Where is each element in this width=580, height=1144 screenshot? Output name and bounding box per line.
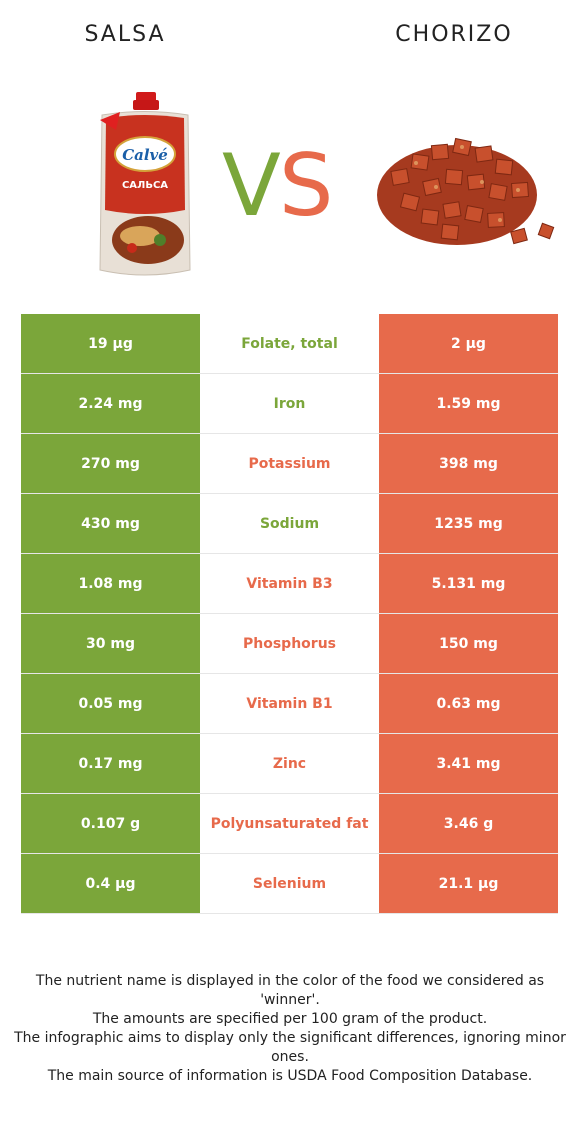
right-food-title: CHORIZO <box>395 22 513 47</box>
chorizo-value: 1.59 mg <box>379 374 558 433</box>
chorizo-value: 5.131 mg <box>379 554 558 613</box>
footer-line-winner: The nutrient name is displayed in the co… <box>35 973 545 1008</box>
chorizo-cubes-icon <box>377 137 555 245</box>
table-row: 0.17 mg Zinc 3.41 mg <box>21 734 558 794</box>
salsa-brand-text: Calvé <box>122 146 168 164</box>
chorizo-value: 3.46 g <box>379 794 558 853</box>
salsa-value: 0.05 mg <box>21 674 200 733</box>
table-row: 0.05 mg Vitamin B1 0.63 mg <box>21 674 558 734</box>
table-row: 2.24 mg Iron 1.59 mg <box>21 374 558 434</box>
footer-line-source: The main source of information is USDA F… <box>47 1068 533 1084</box>
nutrient-name: Sodium <box>200 494 379 553</box>
nutrient-name: Zinc <box>200 734 379 793</box>
table-row: 430 mg Sodium 1235 mg <box>21 494 558 554</box>
vs-s-letter: S <box>278 136 334 236</box>
chorizo-value: 3.41 mg <box>379 734 558 793</box>
footer-line-aim: The infographic aims to display only the… <box>14 1030 566 1065</box>
salsa-value: 2.24 mg <box>21 374 200 433</box>
left-food-title: SALSA <box>84 22 166 47</box>
chorizo-value: 398 mg <box>379 434 558 493</box>
nutrient-name: Vitamin B1 <box>200 674 379 733</box>
table-row: 19 µg Folate, total 2 µg <box>21 314 558 374</box>
salsa-pouch-icon: Calvé САЛЬСА <box>99 92 191 276</box>
salsa-value: 19 µg <box>21 314 200 373</box>
table-row: 1.08 mg Vitamin B3 5.131 mg <box>21 554 558 614</box>
vs-v-letter: V <box>222 136 281 236</box>
footer-notes: The nutrient name is displayed in the co… <box>10 972 570 1086</box>
chorizo-value: 21.1 µg <box>379 854 558 913</box>
nutrient-name: Folate, total <box>200 314 379 373</box>
nutrient-name: Phosphorus <box>200 614 379 673</box>
nutrient-name: Vitamin B3 <box>200 554 379 613</box>
chorizo-value: 2 µg <box>379 314 558 373</box>
salsa-value: 270 mg <box>21 434 200 493</box>
nutrient-name: Selenium <box>200 854 379 913</box>
chorizo-value: 150 mg <box>379 614 558 673</box>
salsa-product-text: САЛЬСА <box>122 180 168 191</box>
table-row: 0.107 g Polyunsaturated fat 3.46 g <box>21 794 558 854</box>
salsa-value: 30 mg <box>21 614 200 673</box>
comparison-table: 19 µg Folate, total 2 µg 2.24 mg Iron 1.59 mg… <box>21 314 558 914</box>
salsa-value: 1.08 mg <box>21 554 200 613</box>
chorizo-value: 0.63 mg <box>379 674 558 733</box>
nutrient-name: Potassium <box>200 434 379 493</box>
footer-line-amounts: The amounts are specified per 100 gram o… <box>92 1011 488 1027</box>
nutrient-name: Iron <box>200 374 379 433</box>
table-row: 30 mg Phosphorus 150 mg <box>21 614 558 674</box>
salsa-value: 0.17 mg <box>21 734 200 793</box>
vs-label: VS <box>222 136 334 236</box>
salsa-value: 430 mg <box>21 494 200 553</box>
table-row: 0.4 µg Selenium 21.1 µg <box>21 854 558 914</box>
nutrient-name: Polyunsaturated fat <box>200 794 379 853</box>
table-row: 270 mg Potassium 398 mg <box>21 434 558 494</box>
salsa-value: 0.107 g <box>21 794 200 853</box>
salsa-value: 0.4 µg <box>21 854 200 913</box>
chorizo-value: 1235 mg <box>379 494 558 553</box>
